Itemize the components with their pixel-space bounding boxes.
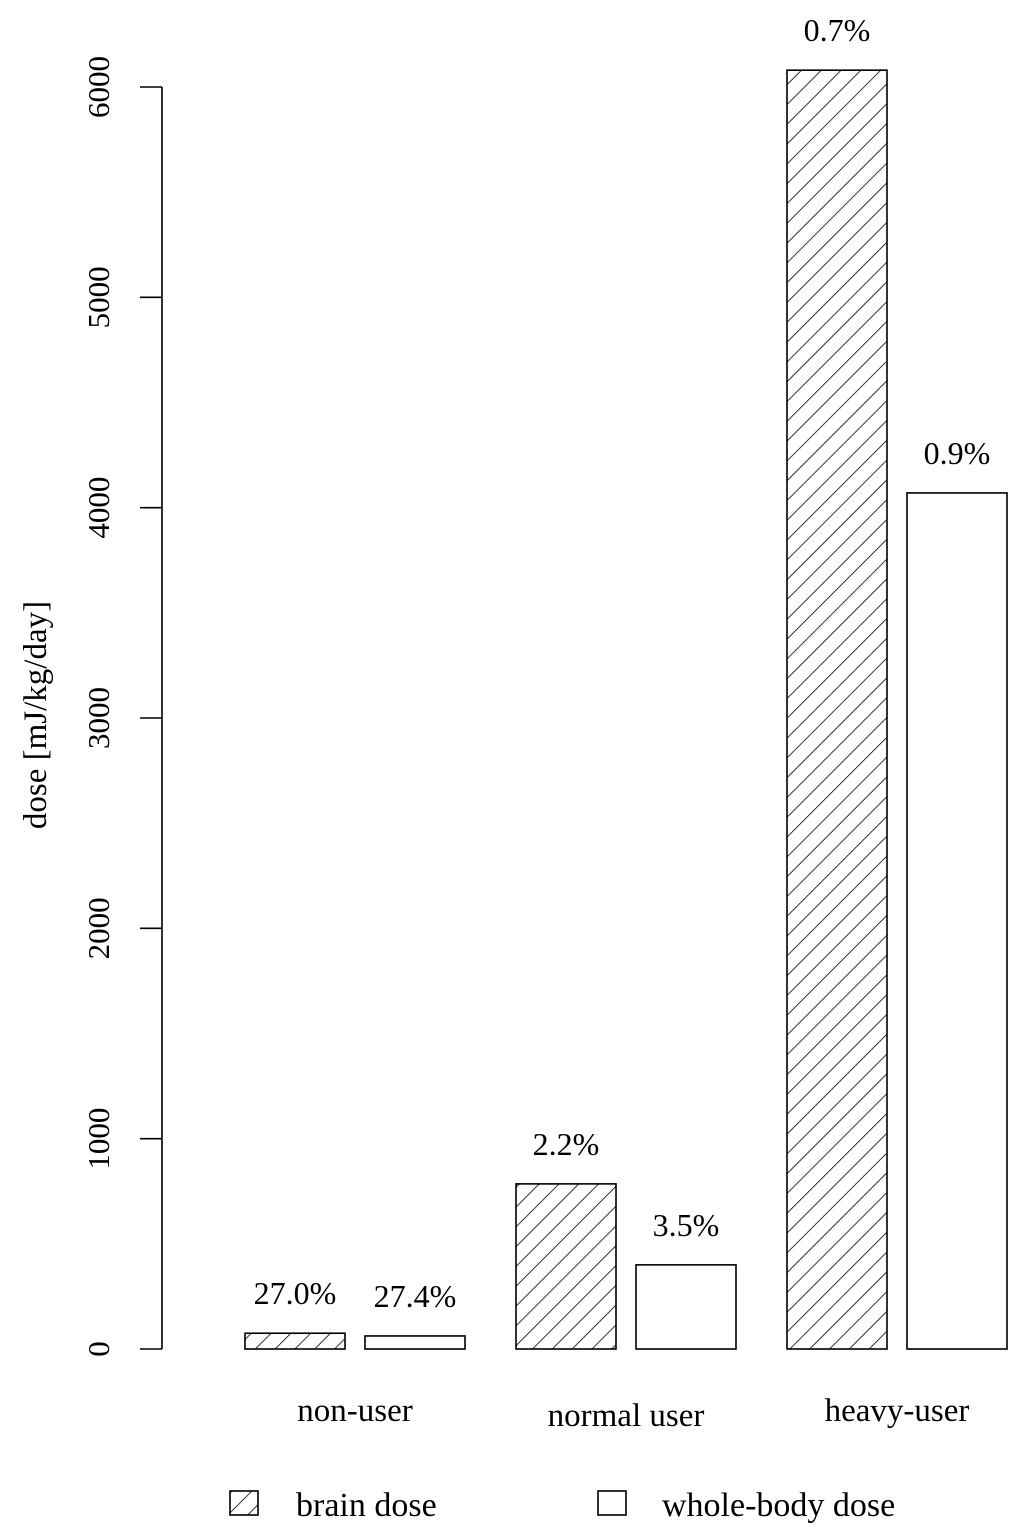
- y-tick-label: 5000: [81, 266, 116, 328]
- y-tick-label: 4000: [81, 477, 116, 539]
- data-label-brain-dose: 2.2%: [533, 1126, 600, 1162]
- data-label-brain-dose: 27.0%: [254, 1275, 337, 1311]
- legend-label-whole-body-dose: whole-body dose: [662, 1487, 895, 1524]
- category-label: non-user: [297, 1393, 412, 1429]
- data-label-whole-body-dose: 27.4%: [374, 1278, 457, 1314]
- category-labels: non-user normal user heavy-user: [297, 1393, 969, 1434]
- legend: brain dose whole-body dose: [229, 1487, 895, 1524]
- data-label-whole-body-dose: 3.5%: [653, 1207, 720, 1243]
- bar-whole-body-dose: [635, 1264, 737, 1350]
- y-ticks: 0 1000 2000 3000 4000 5000 6000: [81, 56, 162, 1357]
- y-tick-label: 0: [81, 1341, 116, 1357]
- legend-swatch-whole-body-dose: [597, 1490, 627, 1516]
- y-axis-title: dose [mJ/kg/day]: [18, 601, 54, 829]
- category-label: heavy-user: [825, 1393, 970, 1429]
- bars: [244, 69, 1008, 1350]
- y-tick-label: 2000: [81, 897, 116, 959]
- legend-label-brain-dose: brain dose: [296, 1487, 437, 1524]
- y-tick-label: 1000: [81, 1108, 116, 1170]
- bar-brain-dose: [515, 1183, 617, 1350]
- data-label-brain-dose: 0.7%: [804, 12, 871, 48]
- y-tick-label: 3000: [81, 687, 116, 749]
- bar-whole-body-dose: [364, 1335, 466, 1350]
- bar-brain-dose: [244, 1332, 346, 1350]
- bar-whole-body-dose: [906, 492, 1008, 1350]
- y-tick-label: 6000: [81, 56, 116, 118]
- y-axis: 0 1000 2000 3000 4000 5000 6000: [81, 56, 163, 1357]
- legend-swatch-brain-dose: [229, 1490, 259, 1516]
- category-label: normal user: [548, 1398, 705, 1434]
- data-label-whole-body-dose: 0.9%: [924, 435, 991, 471]
- data-labels: 27.0% 2.2% 0.7% 27.4% 3.5% 0.9%: [254, 12, 991, 1314]
- bar-brain-dose: [786, 69, 888, 1350]
